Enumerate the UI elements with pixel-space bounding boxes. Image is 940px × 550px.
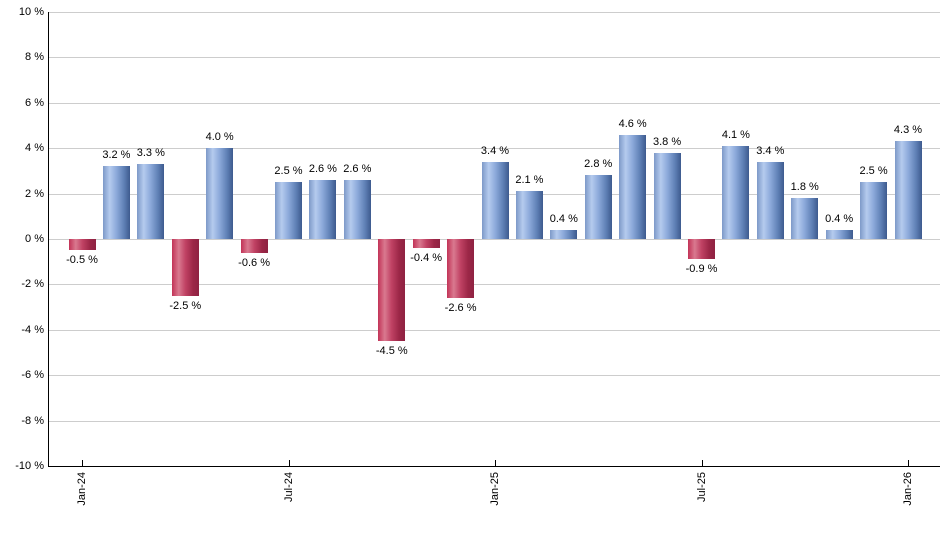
bar-positive — [482, 162, 509, 239]
bar-value-label: -0.5 % — [66, 254, 98, 267]
bar-value-label: 3.8 % — [653, 135, 682, 148]
gridline — [48, 103, 940, 104]
y-axis-tick-label: 10 % — [18, 6, 44, 18]
y-axis-tick-label: -8 % — [21, 414, 44, 427]
bar-value-label: 0.4 % — [549, 212, 578, 225]
x-axis-tick-label: Jan-26 — [902, 472, 914, 506]
x-axis-tick — [908, 460, 909, 467]
bar-negative — [241, 239, 268, 253]
bar-positive — [137, 164, 164, 239]
gridline — [48, 421, 940, 422]
bar-value-label: -2.6 % — [444, 302, 477, 315]
y-axis-tick-label: -2 % — [21, 278, 44, 291]
gridline — [48, 239, 940, 240]
y-axis-tick-label: 2 % — [25, 187, 44, 200]
gridline — [48, 330, 940, 331]
bar-positive — [619, 135, 646, 239]
bar-negative — [172, 239, 199, 296]
bar-positive — [550, 230, 577, 239]
bar-positive — [103, 166, 130, 239]
bar-value-label: 3.2 % — [102, 149, 131, 162]
y-axis-tick-label: -4 % — [21, 323, 44, 336]
gridline — [48, 12, 940, 13]
x-axis-tick — [289, 460, 290, 467]
y-axis-tick-label: 6 % — [25, 96, 44, 109]
bar-positive — [757, 162, 784, 239]
gridline — [48, 284, 940, 285]
x-axis-tick-label: Jan-24 — [76, 472, 88, 506]
bar-positive — [860, 182, 887, 239]
bar-positive — [206, 148, 233, 239]
bar-value-label: -0.9 % — [685, 263, 718, 276]
y-axis-tick-label: 4 % — [25, 142, 44, 155]
bar-positive — [309, 180, 336, 239]
y-axis-tick-label: 8 % — [25, 51, 44, 64]
bar-negative — [413, 239, 440, 248]
bar-positive — [516, 191, 543, 239]
bar-value-label: 2.5 % — [859, 165, 888, 178]
bar-negative — [378, 239, 405, 341]
y-axis-tick-label: -6 % — [21, 369, 44, 382]
x-axis-tick-label: Jul-24 — [283, 472, 295, 502]
bar-value-label: -0.4 % — [410, 252, 443, 265]
y-axis-tick-label: -10 % — [15, 460, 44, 472]
bar-negative — [688, 239, 715, 259]
bar-value-label: 0.4 % — [825, 212, 854, 225]
bar-value-label: 2.8 % — [584, 158, 613, 171]
x-axis-tick-label: Jul-25 — [696, 472, 708, 502]
bar-value-label: 2.1 % — [515, 174, 544, 187]
y-axis-line — [48, 12, 49, 466]
bar-negative — [69, 239, 96, 250]
bar-positive — [826, 230, 853, 239]
x-axis-tick-label: Jan-25 — [489, 472, 501, 506]
bar-positive — [722, 146, 749, 239]
bar-value-label: -4.5 % — [375, 345, 408, 358]
bar-positive — [654, 153, 681, 239]
bar-value-label: -2.5 % — [169, 299, 202, 312]
bar-value-label: 4.6 % — [618, 117, 647, 130]
x-axis-tick — [82, 460, 83, 467]
gridline — [48, 375, 940, 376]
gridline — [48, 57, 940, 58]
bar-positive — [585, 175, 612, 239]
bar-value-label: 4.1 % — [721, 128, 750, 141]
bar-value-label: 4.3 % — [893, 124, 923, 137]
bar-value-label: 2.6 % — [343, 162, 372, 175]
bar-value-label: 3.4 % — [756, 144, 785, 157]
bar-value-label: 4.0 % — [205, 131, 234, 144]
bar-value-label: 1.8 % — [790, 181, 819, 194]
bar-value-label: -0.6 % — [238, 256, 270, 269]
y-axis-tick-label: 0 % — [25, 233, 44, 245]
bar-positive — [275, 182, 302, 239]
bar-value-label: 3.4 % — [480, 144, 510, 157]
bar-value-label: 2.5 % — [274, 165, 303, 178]
bar-negative — [447, 239, 474, 298]
bar-value-label: 3.3 % — [136, 147, 165, 160]
bar-positive — [344, 180, 371, 239]
x-axis-tick — [702, 460, 703, 467]
bar-positive — [791, 198, 818, 239]
bar-value-label: 2.6 % — [308, 162, 337, 175]
x-axis-tick — [495, 460, 496, 467]
bar-positive — [895, 141, 922, 239]
gridline — [48, 148, 940, 149]
x-axis-line — [48, 466, 940, 467]
